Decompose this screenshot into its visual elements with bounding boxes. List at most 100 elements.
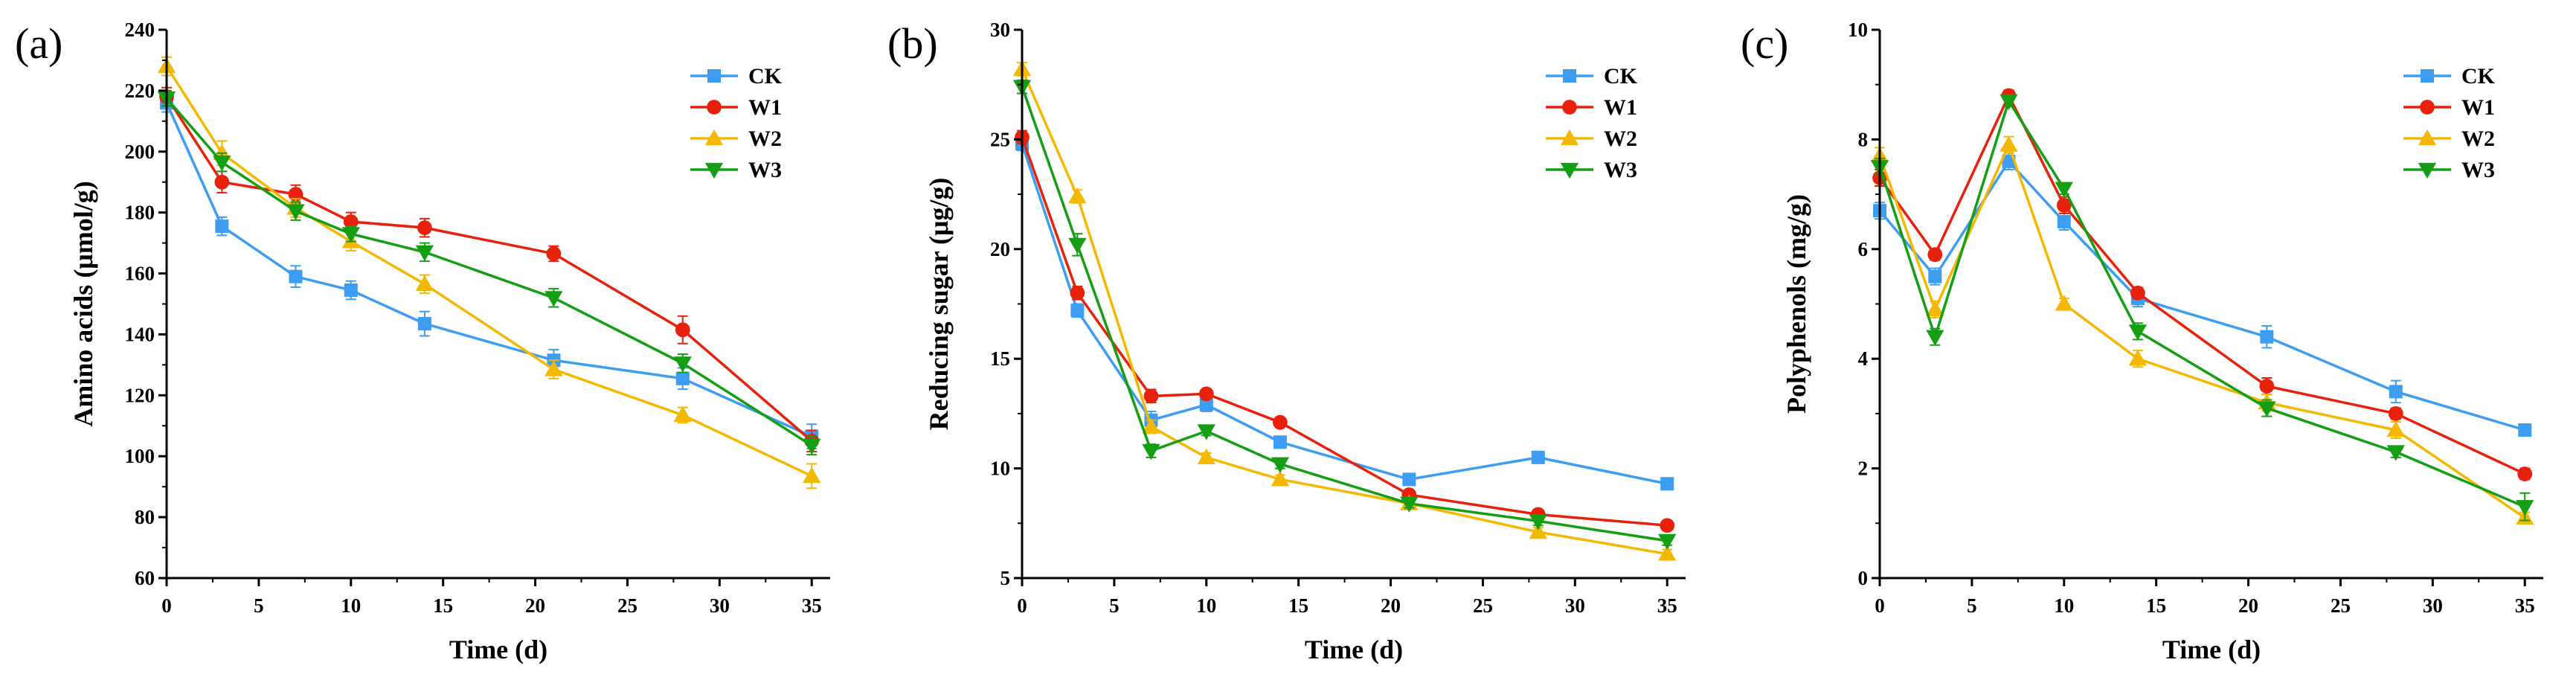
x-tick-label: 15 (2146, 594, 2166, 617)
legend-marker-W2 (704, 129, 724, 146)
data-point-W3 (2055, 182, 2073, 198)
data-point-W3 (286, 204, 305, 220)
legend-marker-W3 (1560, 162, 1579, 179)
x-tick-label: 10 (2054, 594, 2074, 617)
panel-label: (b) (887, 19, 938, 68)
legend: CK W1 W2 W3 (2403, 64, 2496, 182)
series-line-W2 (1878, 144, 2526, 519)
y-tick-label: 20 (990, 238, 1010, 260)
data-point-W1 (1070, 285, 1085, 301)
data-point-CK (289, 269, 303, 283)
x-axis-title: Time (d) (2162, 635, 2261, 664)
legend-marker-W2 (1560, 129, 1579, 146)
data-point-W1 (1198, 386, 1214, 402)
legend-label-W1: W1 (2461, 95, 2495, 120)
legend-label-W3: W3 (748, 158, 782, 182)
x-tick-label: 5 (1967, 594, 1977, 617)
y-tick-label: 6 (1858, 238, 1869, 260)
y-tick-label: 160 (125, 263, 155, 285)
panel-label: (c) (1741, 19, 1788, 68)
data-point-W3 (2386, 445, 2405, 461)
data-point-W2 (673, 405, 692, 423)
series-line-W1 (165, 96, 813, 443)
data-point-W1 (1660, 518, 1675, 533)
data-point-W1 (2056, 197, 2072, 213)
data-point-CK (1531, 450, 1545, 464)
data-point-W3 (2000, 94, 2018, 110)
data-point-W3 (803, 438, 821, 455)
y-tick-label: 0 (1858, 567, 1869, 589)
data-point-W3 (2258, 401, 2276, 417)
data-point-W1 (675, 322, 690, 338)
legend-label-W1: W1 (748, 95, 782, 120)
data-point-W1 (214, 174, 230, 190)
data-point-W3 (341, 227, 360, 243)
data-point-W3 (1658, 533, 1677, 551)
data-point-W3 (415, 245, 434, 262)
y-tick-label: 2 (1858, 458, 1869, 480)
legend: CK W1 W2 W3 (690, 64, 783, 182)
legend-label-CK: CK (1604, 64, 1638, 89)
legend-label-W2: W2 (748, 126, 782, 151)
series-line-W1 (1021, 136, 1668, 527)
legend-label-W3: W3 (1604, 158, 1637, 182)
data-point-CK (344, 283, 358, 298)
data-point-W2 (2055, 295, 2073, 311)
y-tick-label: 10 (1848, 19, 1868, 41)
y-tick-label: 240 (125, 19, 155, 41)
x-tick-label: 20 (2238, 594, 2258, 617)
data-point-CK (215, 219, 229, 234)
legend-marker-W1 (707, 100, 722, 115)
legend-marker-CK (707, 69, 721, 83)
y-tick-label: 100 (125, 445, 155, 467)
data-point-W2 (1658, 545, 1677, 561)
series-line-W3 (1878, 100, 2525, 508)
x-tick-label: 10 (1196, 594, 1216, 617)
x-tick-label: 0 (1875, 594, 1885, 617)
x-tick-label: 30 (710, 594, 730, 617)
series-line-CK (1021, 143, 1668, 485)
legend-marker-CK (2421, 69, 2434, 83)
x-tick-label: 0 (161, 594, 172, 617)
x-tick-label: 30 (1565, 594, 1585, 617)
y-tick-label: 4 (1858, 347, 1869, 370)
data-point-W1 (546, 246, 562, 261)
y-tick-label: 120 (125, 384, 155, 406)
data-point-W2 (1529, 522, 1547, 539)
x-axis-title: Time (d) (449, 635, 547, 664)
data-point-CK (1402, 472, 1416, 487)
x-tick-label: 20 (525, 594, 545, 617)
y-axis-title: Amino acids (μmol/g) (68, 181, 98, 426)
y-tick-label: 80 (135, 506, 155, 528)
data-point-W3 (2128, 324, 2148, 341)
data-point-W2 (1271, 470, 1290, 487)
data-point-W3 (213, 155, 231, 172)
legend-label-W2: W2 (1604, 126, 1637, 151)
x-tick-label: 25 (617, 594, 637, 617)
y-tick-label: 30 (990, 19, 1010, 41)
legend-marker-W2 (2418, 129, 2437, 146)
legend-marker-W1 (2420, 100, 2435, 115)
x-tick-label: 35 (802, 594, 822, 617)
legend-marker-CK (1563, 69, 1576, 83)
data-point-W3 (1529, 514, 1547, 530)
x-tick-label: 35 (1657, 594, 1677, 617)
series-line-W2 (1021, 68, 1668, 556)
legend-marker-W3 (2418, 162, 2437, 179)
x-tick-label: 5 (254, 594, 264, 617)
x-tick-label: 25 (2331, 594, 2351, 617)
chart-panel-1: (a) 0 5 10 15 20 25 30 35 60 80 100 120 140 160 180 200 2… (15, 19, 830, 664)
data-point-W2 (415, 275, 434, 291)
legend-label-W1: W1 (1604, 95, 1637, 120)
y-axis-title: Polyphenols (mg/g) (1782, 194, 1811, 414)
data-point-W1 (1927, 247, 1943, 263)
series-W2 (1012, 60, 1677, 561)
data-point-W2 (545, 360, 563, 376)
data-point-CK (2389, 385, 2403, 399)
data-point-W3 (673, 356, 692, 373)
y-tick-label: 60 (135, 567, 155, 589)
series-line-W1 (1878, 94, 2525, 475)
